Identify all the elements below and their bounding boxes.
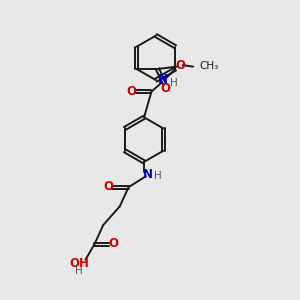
Text: H: H xyxy=(154,172,162,182)
Text: O: O xyxy=(126,85,136,98)
Text: N: N xyxy=(158,73,168,86)
Text: H: H xyxy=(75,266,83,276)
Text: O: O xyxy=(103,180,113,193)
Text: OH: OH xyxy=(69,257,89,270)
Text: O: O xyxy=(160,82,170,95)
Text: O: O xyxy=(108,237,118,250)
Text: O: O xyxy=(176,58,186,72)
Text: CH₃: CH₃ xyxy=(200,61,219,71)
Text: H: H xyxy=(169,78,177,88)
Text: N: N xyxy=(143,168,153,181)
